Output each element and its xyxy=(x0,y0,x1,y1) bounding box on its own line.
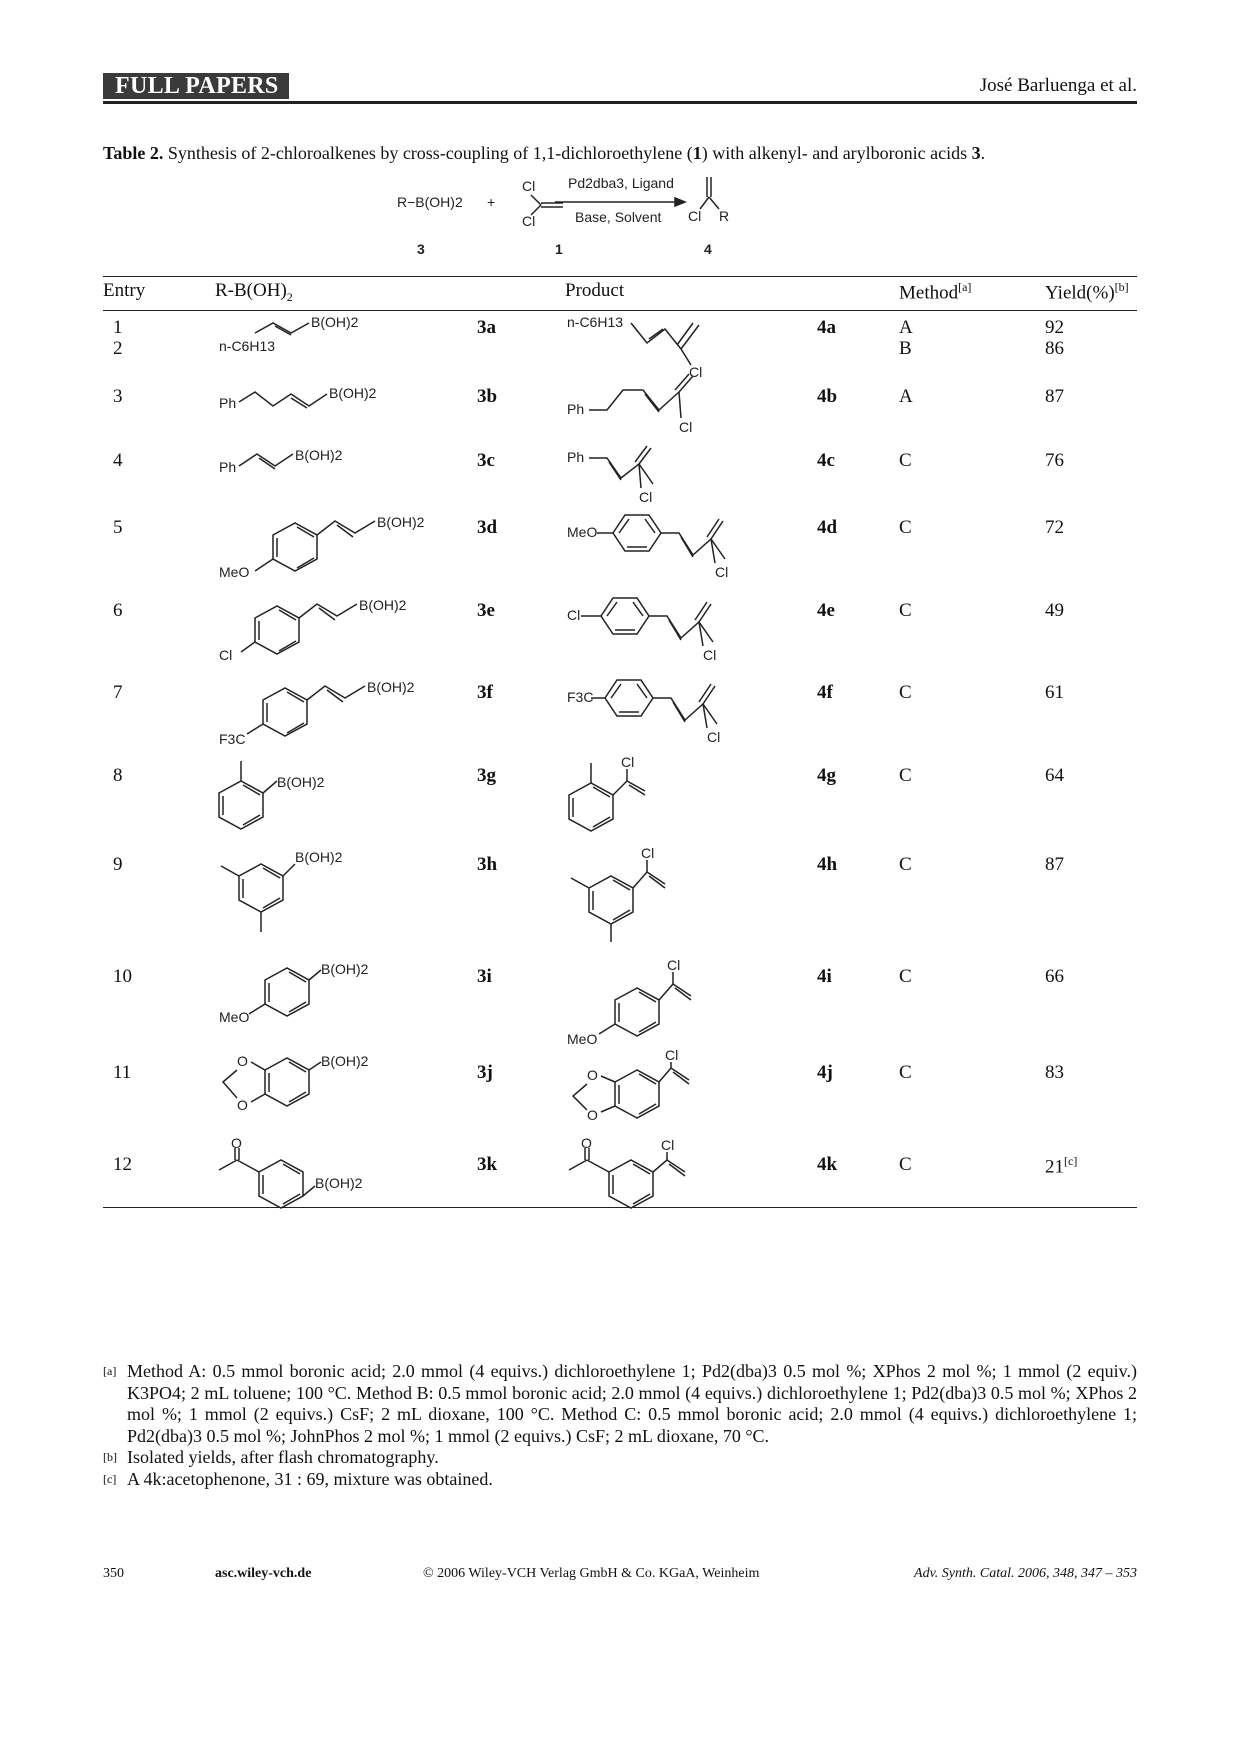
svg-text:B(OH)2: B(OH)2 xyxy=(277,774,325,790)
svg-text:B(OH)2: B(OH)2 xyxy=(377,514,425,530)
reagent-structure: MeO B(OH)2 xyxy=(219,514,425,580)
product-structure: O O Cl xyxy=(571,1047,690,1123)
footnote-a: [a] Method A: 0.5 mmol boronic acid; 2.0 … xyxy=(103,1361,1137,1446)
scheme-plus: + xyxy=(487,194,495,210)
svg-text:Cl: Cl xyxy=(688,208,701,224)
footnote-b: [b] Isolated yields, after flash chromato… xyxy=(103,1447,439,1467)
svg-text:F3C: F3C xyxy=(219,731,245,747)
reagent-structure: Cl B(OH)2 xyxy=(219,597,407,663)
svg-text:4: 4 xyxy=(704,241,712,257)
svg-text:O: O xyxy=(237,1053,248,1069)
svg-text:Cl: Cl xyxy=(639,489,652,505)
svg-text:MeO: MeO xyxy=(219,564,249,580)
svg-text:Ph: Ph xyxy=(219,395,236,411)
svg-text:B(OH)2: B(OH)2 xyxy=(321,1053,369,1069)
product-structure: Ph Cl xyxy=(567,445,654,505)
author-line: José Barluenga et al. xyxy=(979,75,1137,96)
svg-text:O: O xyxy=(237,1097,248,1113)
svg-text:Cl: Cl xyxy=(522,213,535,229)
reagent-structure: O O B(OH)2 xyxy=(221,1053,369,1113)
reagent-structure: MeO B(OH)2 xyxy=(219,961,369,1025)
svg-text:B(OH)2: B(OH)2 xyxy=(367,679,415,695)
svg-text:B(OH)2: B(OH)2 xyxy=(315,1175,363,1191)
section-label: FULL PAPERS xyxy=(103,73,289,99)
reagent-structure: Ph B(OH)2 xyxy=(219,385,377,411)
svg-text:Ph: Ph xyxy=(567,449,584,465)
product-structure: Cl xyxy=(568,754,646,832)
svg-text:MeO: MeO xyxy=(567,1031,597,1047)
table-bottom-rule xyxy=(103,1207,1137,1208)
footnote-c: [c] A 4k:acetophenone, 31 : 69, mixture w… xyxy=(103,1468,493,1489)
svg-text:F3C: F3C xyxy=(567,689,593,705)
product-structure: n-C6H13 Cl xyxy=(567,314,702,380)
product-structure: F3C Cl xyxy=(567,679,720,745)
table-footnotes: [a] Method A: 0.5 mmol boronic acid; 2.0 … xyxy=(103,1361,1137,1490)
svg-text:1: 1 xyxy=(555,241,563,257)
svg-text:Ph: Ph xyxy=(567,401,584,417)
reagent-structure: B(OH)2 n-C6H13 xyxy=(219,314,359,354)
table-top-rule xyxy=(103,276,1137,277)
svg-text:Cl: Cl xyxy=(703,647,716,663)
reagent-structure: F3C B(OH)2 xyxy=(219,679,415,747)
svg-text:O: O xyxy=(231,1135,242,1151)
svg-text:MeO: MeO xyxy=(567,524,597,540)
product-structure: O Cl xyxy=(568,1135,686,1209)
svg-text:Cl: Cl xyxy=(219,647,232,663)
journal-site-link[interactable]: asc.wiley-vch.de xyxy=(215,1566,312,1581)
product-structure: Ph Cl xyxy=(567,373,694,435)
scheme-reagent: R−B(OH)2 xyxy=(397,194,463,210)
product-structure: Cl Cl xyxy=(567,597,716,663)
svg-text:B(OH)2: B(OH)2 xyxy=(329,385,377,401)
scheme-conditions-bottom: Base, Solvent xyxy=(575,209,661,225)
product-structure: MeO Cl xyxy=(567,957,692,1047)
svg-text:R: R xyxy=(719,208,729,224)
svg-text:B(OH)2: B(OH)2 xyxy=(295,849,343,865)
col-header-entry: Entry xyxy=(103,280,146,301)
copyright: © 2006 Wiley-VCH Verlag GmbH & Co. KGaA,… xyxy=(423,1566,760,1581)
svg-text:Ph: Ph xyxy=(219,459,236,475)
svg-text:B(OH)2: B(OH)2 xyxy=(295,447,343,463)
svg-text:Cl: Cl xyxy=(667,957,680,973)
product-structure: Cl xyxy=(570,845,666,942)
reagent-structure: B(OH)2 xyxy=(218,761,325,830)
svg-text:B(OH)2: B(OH)2 xyxy=(311,314,359,330)
svg-text:Cl: Cl xyxy=(641,845,654,861)
table-label: Table 2. xyxy=(103,143,164,163)
page-number: 350 xyxy=(103,1566,124,1581)
table-caption: Table 2. Synthesis of 2-chloroalkenes by… xyxy=(103,143,986,163)
col-header-yield: Yield(%)[b] xyxy=(1045,280,1129,304)
svg-text:MeO: MeO xyxy=(219,1009,249,1025)
svg-text:n-C6H13: n-C6H13 xyxy=(219,338,275,354)
header-bottom-rule xyxy=(103,310,1137,311)
svg-text:O: O xyxy=(587,1107,598,1123)
svg-text:Cl: Cl xyxy=(567,607,580,623)
svg-text:Cl: Cl xyxy=(679,419,692,435)
svg-text:Cl: Cl xyxy=(661,1137,674,1153)
svg-text:n-C6H13: n-C6H13 xyxy=(567,314,623,330)
svg-text:3: 3 xyxy=(417,241,425,257)
reagent-structure: O B(OH)2 xyxy=(218,1135,363,1209)
journal-citation: Adv. Synth. Catal. 2006, 348, 347 – 353 xyxy=(914,1566,1137,1581)
svg-text:Cl: Cl xyxy=(621,754,634,770)
col-header-reagent: R-B(OH)2 xyxy=(215,280,293,304)
svg-text:Cl: Cl xyxy=(665,1047,678,1063)
reagent-structure: B(OH)2 xyxy=(220,849,343,932)
svg-text:O: O xyxy=(581,1135,592,1151)
col-header-method: Method[a] xyxy=(899,280,972,304)
running-header: FULL PAPERS José Barluenga et al. xyxy=(103,73,1137,104)
svg-text:Cl: Cl xyxy=(707,729,720,745)
scheme-conditions-top: Pd2dba3, Ligand xyxy=(568,175,674,191)
col-header-product: Product xyxy=(565,280,625,301)
product-structure: MeO Cl xyxy=(567,514,728,580)
svg-text:B(OH)2: B(OH)2 xyxy=(321,961,369,977)
reagent-structure: Ph B(OH)2 xyxy=(219,447,343,475)
svg-text:B(OH)2: B(OH)2 xyxy=(359,597,407,613)
svg-text:Cl: Cl xyxy=(715,564,728,580)
reaction-scheme: R−B(OH)2 + Cl Cl Pd2dba3, Ligand Base, S… xyxy=(397,175,729,257)
svg-text:O: O xyxy=(587,1067,598,1083)
svg-text:Cl: Cl xyxy=(522,178,535,194)
